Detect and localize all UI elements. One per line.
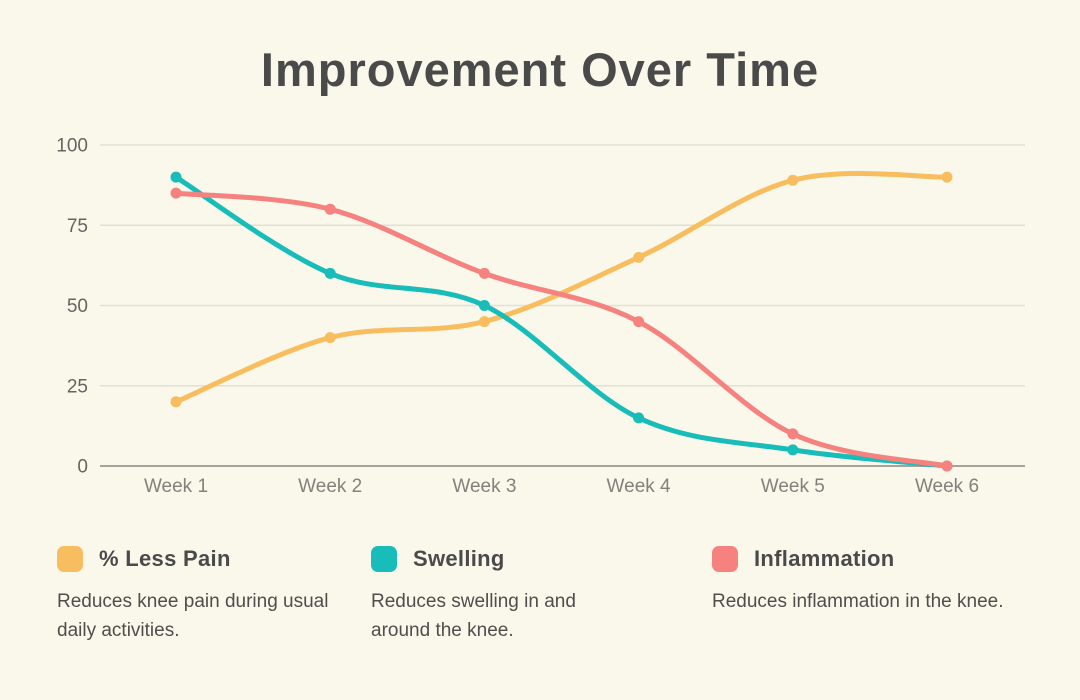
x-tick-label: Week 3	[452, 476, 516, 497]
y-tick-label: 75	[67, 216, 88, 237]
chart-title: Improvement Over Time	[260, 43, 820, 96]
legend-swatch-icon	[57, 546, 83, 572]
x-tick-label: Week 4	[607, 476, 672, 497]
series-line-inflammation	[173, 190, 950, 469]
legend-head: Swelling	[371, 546, 631, 572]
data-point-inflammation	[324, 203, 336, 215]
data-point-swelling	[787, 444, 799, 456]
legend-swatch-icon	[712, 546, 738, 572]
data-point-inflammation	[787, 428, 799, 440]
data-point-less-pain	[633, 251, 645, 263]
legend-head: Inflammation	[712, 546, 1012, 572]
series-line-less-pain	[173, 171, 950, 405]
data-point-inflammation	[633, 316, 645, 328]
y-tick-label: 100	[56, 136, 88, 157]
y-tick-label: 0	[77, 457, 88, 478]
data-point-inflammation	[478, 267, 490, 279]
legend-item-less-pain: % Less Pain Reduces knee pain during usu…	[57, 546, 347, 645]
improvement-chart: 100 75 50 25 0 Week 1 Week 2 Week 3 Week 4 Week 5…	[56, 136, 1025, 497]
legend-label: % Less Pain	[99, 546, 231, 571]
x-tick-label: Week 5	[761, 476, 825, 497]
data-point-less-pain	[170, 396, 182, 408]
x-tick-label: Week 2	[298, 476, 362, 497]
data-point-less-pain	[324, 332, 336, 344]
legend-swatch-icon	[371, 546, 397, 572]
legend-description: Reduces knee pain during usual daily act…	[57, 591, 329, 641]
legend-description: Reduces inflammation in the knee.	[712, 591, 1004, 612]
data-point-swelling	[633, 412, 645, 424]
legend-item-inflammation: Inflammation Reduces inflammation in the…	[712, 546, 1012, 616]
data-point-swelling	[478, 300, 490, 311]
data-point-inflammation	[170, 187, 182, 199]
legend-label: Swelling	[413, 546, 505, 571]
x-tick-label: Week 1	[144, 476, 208, 497]
legend-head: % Less Pain	[57, 546, 347, 572]
data-point-swelling	[170, 171, 182, 183]
data-point-inflammation	[941, 460, 953, 472]
y-tick-label: 25	[67, 376, 88, 397]
legend-description: Reduces swelling in and around the knee.	[371, 591, 576, 641]
series-line-swelling	[173, 174, 950, 469]
legend-label: Inflammation	[754, 546, 895, 571]
data-point-less-pain	[478, 316, 490, 328]
data-point-swelling	[324, 267, 336, 279]
y-tick-label: 50	[67, 296, 88, 317]
data-point-less-pain	[787, 174, 799, 186]
x-tick-label: Week 6	[915, 476, 979, 497]
legend-item-swelling: Swelling Reduces swelling in and around …	[371, 546, 631, 645]
chart-legend: % Less Pain Reduces knee pain during usu…	[0, 546, 1080, 666]
data-point-less-pain	[941, 171, 953, 183]
